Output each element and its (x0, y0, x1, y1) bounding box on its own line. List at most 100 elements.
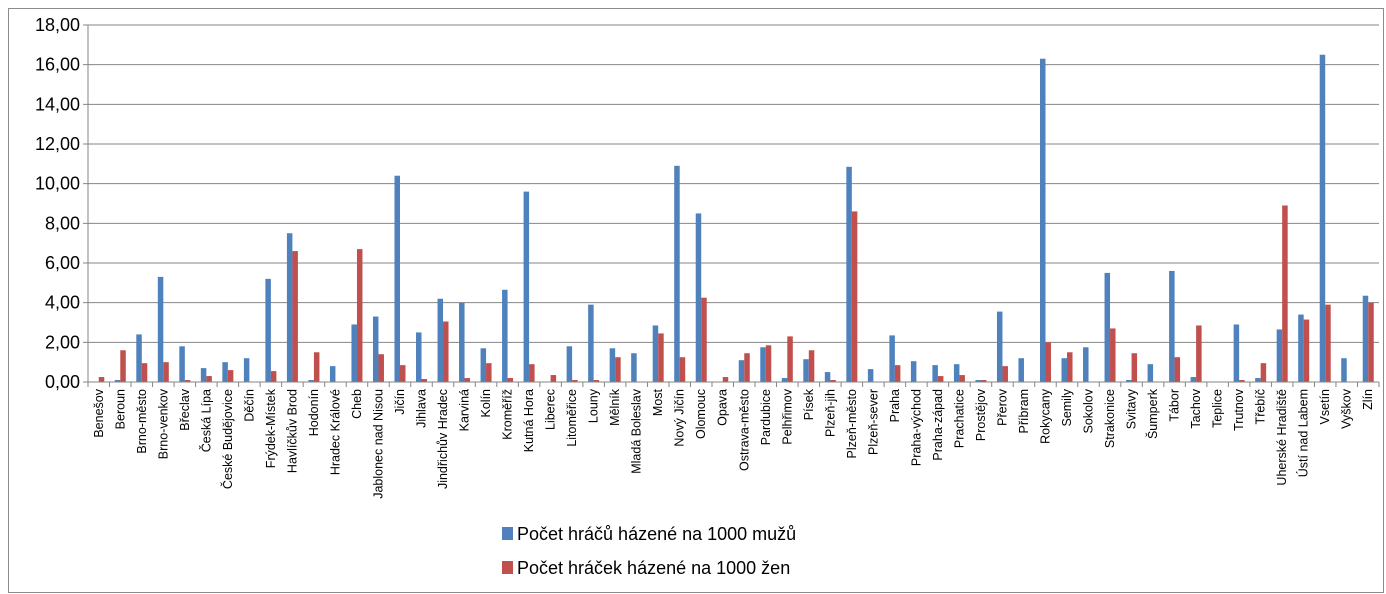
bar-men (459, 302, 465, 382)
bar-men (372, 316, 379, 382)
bar-women (808, 350, 815, 382)
bar-men (222, 362, 228, 382)
x-category-label: Litoměřice (565, 389, 579, 447)
y-tick-label: 14,00 (35, 94, 80, 114)
bar-women (1045, 342, 1051, 382)
bar-men (136, 334, 142, 382)
y-tick-label: 10,00 (35, 174, 80, 194)
bar-women (184, 380, 191, 382)
bar-women (937, 376, 944, 382)
bar-men (1233, 324, 1240, 382)
x-category-label: Frýdek-Místek (264, 388, 278, 468)
bar-men (416, 332, 422, 382)
bar-women (959, 375, 965, 382)
bar-women (722, 377, 729, 382)
legend-swatch (502, 527, 513, 540)
x-category-label: Pelhřimov (780, 388, 794, 444)
bar-men (674, 165, 680, 382)
bar-women (1282, 205, 1288, 382)
bar-women (141, 363, 148, 382)
x-category-label: Šumperk (1145, 388, 1160, 439)
bar-women (615, 357, 621, 382)
bar-women (529, 364, 535, 382)
x-category-label: Mladá Boleslav (630, 388, 644, 474)
bar-men (1341, 358, 1347, 382)
bar-men (738, 360, 745, 382)
x-category-label: Kutná Hora (522, 389, 536, 452)
x-category-label: Hodonín (307, 389, 321, 436)
x-category-label: Liberec (544, 389, 558, 430)
bar-women (744, 353, 750, 382)
bar-women (658, 333, 664, 382)
bar-men (114, 380, 121, 382)
bar-women (679, 357, 686, 382)
bar-women (206, 376, 212, 382)
bar-women (313, 352, 320, 382)
chart-frame: 0,00 2,00 4,00 6,00 8,00 10,00 12,00 14,00 16,00… (8, 8, 1384, 593)
y-tick-label: 0,00 (45, 372, 80, 392)
bar-women (1239, 380, 1245, 382)
bar-women (1002, 366, 1008, 382)
legend-swatch (502, 561, 513, 574)
x-category-label: Havlíčkův Brod (285, 389, 299, 473)
x-category-label: Hradec Králové (328, 389, 342, 475)
bar-men (1362, 295, 1369, 382)
bar-women (421, 379, 428, 382)
bar-men (351, 324, 357, 382)
bar-women (572, 380, 578, 382)
bar-women (550, 375, 557, 382)
bar-women (851, 211, 858, 382)
x-category-label: Jihlava (415, 389, 429, 428)
bar-women (270, 371, 277, 382)
bar-men (953, 364, 960, 382)
bar-men (265, 278, 271, 382)
bar-women (486, 363, 492, 382)
bar-women (701, 297, 707, 382)
bar-men (523, 191, 530, 382)
x-category-label: Děčín (242, 389, 256, 422)
bar-men (179, 346, 185, 382)
bar-men (1255, 378, 1261, 382)
x-category-label: Semily (1060, 388, 1074, 426)
bar-women (1196, 325, 1202, 382)
x-category-label: Jablonec nad Nisou (371, 389, 385, 499)
bar-men (1126, 380, 1132, 382)
bar-men (975, 380, 981, 382)
x-category-label: Jindřichův Hradec (436, 389, 450, 489)
bar-women (1067, 352, 1073, 382)
x-category-label: Strakonice (1103, 389, 1117, 448)
x-category-label: Beroun (113, 389, 127, 429)
bar-women (1368, 302, 1374, 382)
y-tick-label: 6,00 (45, 253, 80, 273)
x-category-label: Rokycany (1038, 388, 1052, 444)
bar-women (1174, 357, 1181, 382)
x-category-label: Teplice (1211, 389, 1225, 428)
y-tick-label: 16,00 (35, 55, 80, 75)
bar-women (356, 249, 363, 382)
bar-men (1169, 270, 1175, 382)
bar-chart: 0,00 2,00 4,00 6,00 8,00 10,00 12,00 14,00 16,00… (35, 15, 1380, 578)
bar-men (910, 361, 917, 382)
x-category-label: Pardubice (759, 389, 773, 445)
bar-men (889, 335, 895, 382)
x-category-label: Břeclav (178, 388, 192, 430)
x-category-label: Uherské Hradiště (1275, 389, 1289, 486)
x-category-label: Praha-východ (909, 389, 923, 466)
x-category-label: Nový Jičín (673, 389, 687, 447)
bar-women (443, 321, 449, 382)
bar-men (286, 233, 293, 382)
bar-men (437, 298, 444, 382)
x-category-label: Jičín (393, 389, 407, 415)
x-category-label: Brno-venkov (156, 388, 170, 459)
bar-men (996, 311, 1003, 382)
x-category-label: Praha (888, 389, 902, 422)
bar-men (609, 348, 616, 382)
bar-women (292, 251, 298, 382)
bar-men (1083, 347, 1089, 382)
bar-men (394, 175, 400, 382)
legend-label: Počet hráčů házené na 1000 mužů (517, 524, 796, 544)
bar-women (1131, 353, 1138, 382)
bar-men (824, 372, 831, 382)
bar-women (378, 354, 384, 382)
bar-men (1298, 314, 1304, 382)
